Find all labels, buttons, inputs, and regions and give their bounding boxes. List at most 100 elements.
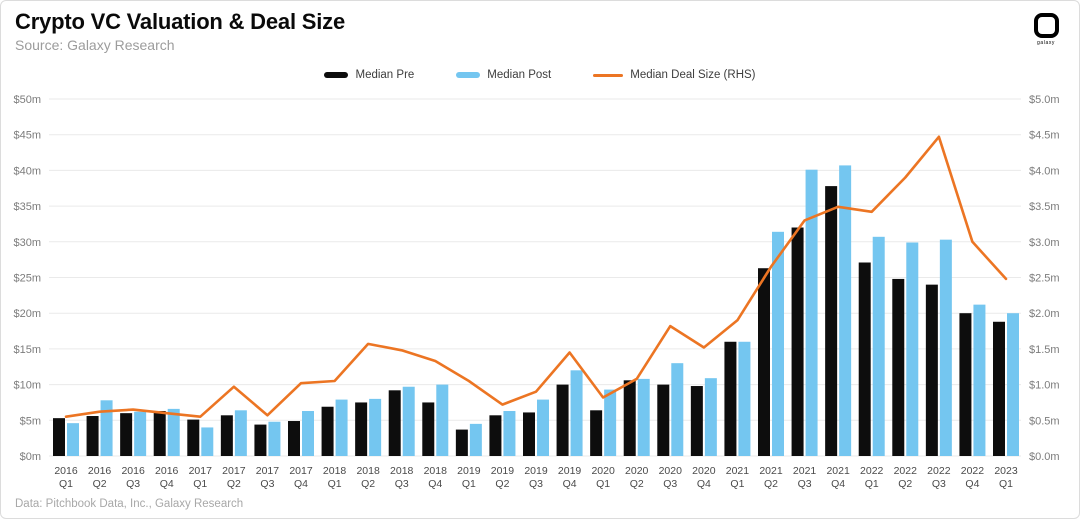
galaxy-logo-text: galaxy [1036,40,1056,46]
bar-median-pre [959,313,972,456]
bar-median-post [167,408,180,456]
bar-median-pre [355,402,368,456]
y-axis-label-left: $0m [20,451,41,463]
bar-median-post [503,411,516,456]
bar-median-post [234,410,247,456]
y-axis-label-right: $0.5m [1029,415,1060,427]
x-axis-label-quarter: Q3 [798,478,812,490]
bar-median-post [939,239,952,456]
y-axis-label-left: $30m [13,237,41,249]
x-axis-label-quarter: Q1 [462,478,476,490]
bar-median-pre [86,416,99,456]
x-axis-label-quarter: Q4 [831,478,845,490]
y-axis-label-left: $15m [13,344,41,356]
x-axis-label-year: 2021 [726,465,750,477]
x-axis-label-quarter: Q4 [697,478,711,490]
x-axis-label-quarter: Q3 [663,478,677,490]
x-axis-label-quarter: Q2 [764,478,778,490]
x-axis-label-year: 2016 [54,465,78,477]
y-axis-label-right: $1.0m [1029,380,1060,392]
bar-median-pre [993,321,1005,456]
bar-median-post [268,421,281,456]
median-pre-swatch-icon [324,72,349,78]
legend-label-median-post: Median Post [487,69,552,81]
x-axis-label-year: 2022 [860,465,884,477]
x-axis-label-quarter: Q3 [126,478,140,490]
bar-median-pre [724,341,737,456]
bar-median-pre [489,415,502,456]
y-axis-label-left: $20m [13,308,41,320]
x-axis-label-year: 2019 [524,465,548,477]
x-axis-label-year: 2018 [356,465,380,477]
legend-label-deal-size: Median Deal Size (RHS) [630,69,756,81]
bar-median-post [335,399,348,456]
bar-median-post [738,341,751,456]
data-credit: Data: Pitchbook Data, Inc., Galaxy Resea… [15,498,244,510]
bar-median-post [805,169,818,456]
y-axis-label-left: $5m [20,415,41,427]
x-axis-label-year: 2019 [491,465,515,477]
y-axis-label-left: $35m [13,201,41,213]
galaxy-logo-icon [1033,13,1059,38]
x-axis-label-quarter: Q2 [93,478,107,490]
x-axis-label-quarter: Q3 [260,478,274,490]
x-axis-label-year: 2020 [625,465,649,477]
bar-median-pre [758,268,770,456]
bar-median-post [134,411,147,456]
bar-median-post [537,399,549,456]
bar-median-post [67,423,79,456]
bar-median-post [1007,313,1019,456]
deal-size-line-swatch-icon [593,73,624,77]
x-axis-label-year: 2021 [759,465,783,477]
bar-median-pre [422,402,435,456]
x-axis-label-year: 2016 [88,465,112,477]
x-axis-label-year: 2023 [994,465,1018,477]
x-axis-label-year: 2022 [927,465,951,477]
bar-median-post [872,236,885,456]
bar-median-pre [925,284,938,456]
galaxy-logo: galaxy [1029,13,1063,46]
x-axis-label-year: 2017 [289,465,313,477]
y-axis-label-right: $3.5m [1029,201,1060,213]
bar-median-pre [523,412,535,456]
bar-median-pre [187,419,200,456]
bar-median-pre [892,278,905,456]
x-axis-label-quarter: Q2 [898,478,912,490]
x-axis-label-year: 2017 [222,465,246,477]
x-axis-label-quarter: Q4 [294,478,308,490]
bar-median-post [772,231,784,456]
bar-median-post [637,378,650,456]
x-axis-label-quarter: Q1 [999,478,1013,490]
median-post-swatch-icon [456,72,481,78]
page-title: Crypto VC Valuation & Deal Size [15,9,345,34]
y-axis-label-right: $4.5m [1029,130,1060,142]
y-axis-label-right: $3.0m [1029,237,1060,249]
x-axis-label-quarter: Q1 [730,478,744,490]
bar-median-pre [590,410,603,456]
legend-item-median-pre: Median Pre [324,69,414,81]
bar-median-pre [623,380,636,456]
bar-median-pre [321,406,334,456]
bar-median-post [100,400,113,456]
bar-median-post [671,363,684,456]
y-axis-label-left: $45m [13,130,41,142]
bar-median-post [906,242,919,456]
y-axis-label-right: $5.0m [1029,94,1060,106]
x-axis-label-quarter: Q1 [193,478,207,490]
x-axis-label-quarter: Q4 [428,478,442,490]
x-axis-label-quarter: Q4 [965,478,979,490]
x-axis-label-year: 2021 [793,465,817,477]
x-axis-label-quarter: Q1 [596,478,610,490]
x-axis-label-quarter: Q2 [630,478,644,490]
x-axis-label-year: 2017 [189,465,213,477]
x-axis-label-quarter: Q4 [563,478,577,490]
bar-median-pre [220,415,233,456]
source-subtitle: Source: Galaxy Research [15,37,175,53]
x-axis-label-quarter: Q3 [529,478,543,490]
bar-median-pre [690,386,703,456]
x-axis-label-year: 2016 [155,465,179,477]
bar-median-pre [53,418,65,456]
bar-median-post [839,165,852,457]
bar-median-pre [657,384,670,456]
